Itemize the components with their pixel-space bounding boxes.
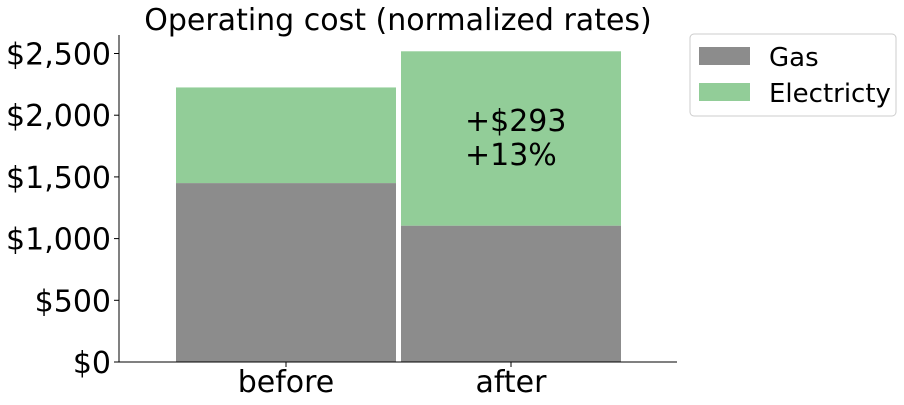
y-tick-label: $1,000 (6, 223, 111, 258)
legend-label: Gas (769, 43, 819, 73)
y-tick-label: $1,500 (6, 161, 111, 196)
legend: Gas Electricty (689, 33, 897, 117)
axes-group: $0 $500 $1,000 $1,500 $2,000 $2,500 before afte… (6, 35, 677, 400)
bar-electricty-before (176, 87, 396, 184)
annotation-group: +$293+13% (465, 104, 566, 173)
bars-group (176, 51, 621, 362)
y-tick-label: $2,500 (6, 38, 111, 73)
x-tick-label: before (238, 365, 335, 400)
y-tick-label: $0 (73, 346, 111, 381)
y-tick-label: $2,000 (6, 99, 111, 134)
y-tick-label: $500 (35, 284, 111, 319)
chart-title: Operating cost (normalized rates) (144, 3, 652, 38)
bar-gas-before (176, 183, 396, 362)
bar-electricty-after (401, 51, 621, 226)
annotation-line: +13% (465, 138, 557, 173)
legend-swatch-electricty (699, 83, 750, 101)
legend-label: Electricty (769, 79, 891, 109)
x-tick-label: after (476, 365, 548, 400)
legend-swatch-gas (699, 47, 750, 65)
annotation-line: +$293 (465, 104, 566, 139)
bar-gas-after (401, 225, 621, 362)
